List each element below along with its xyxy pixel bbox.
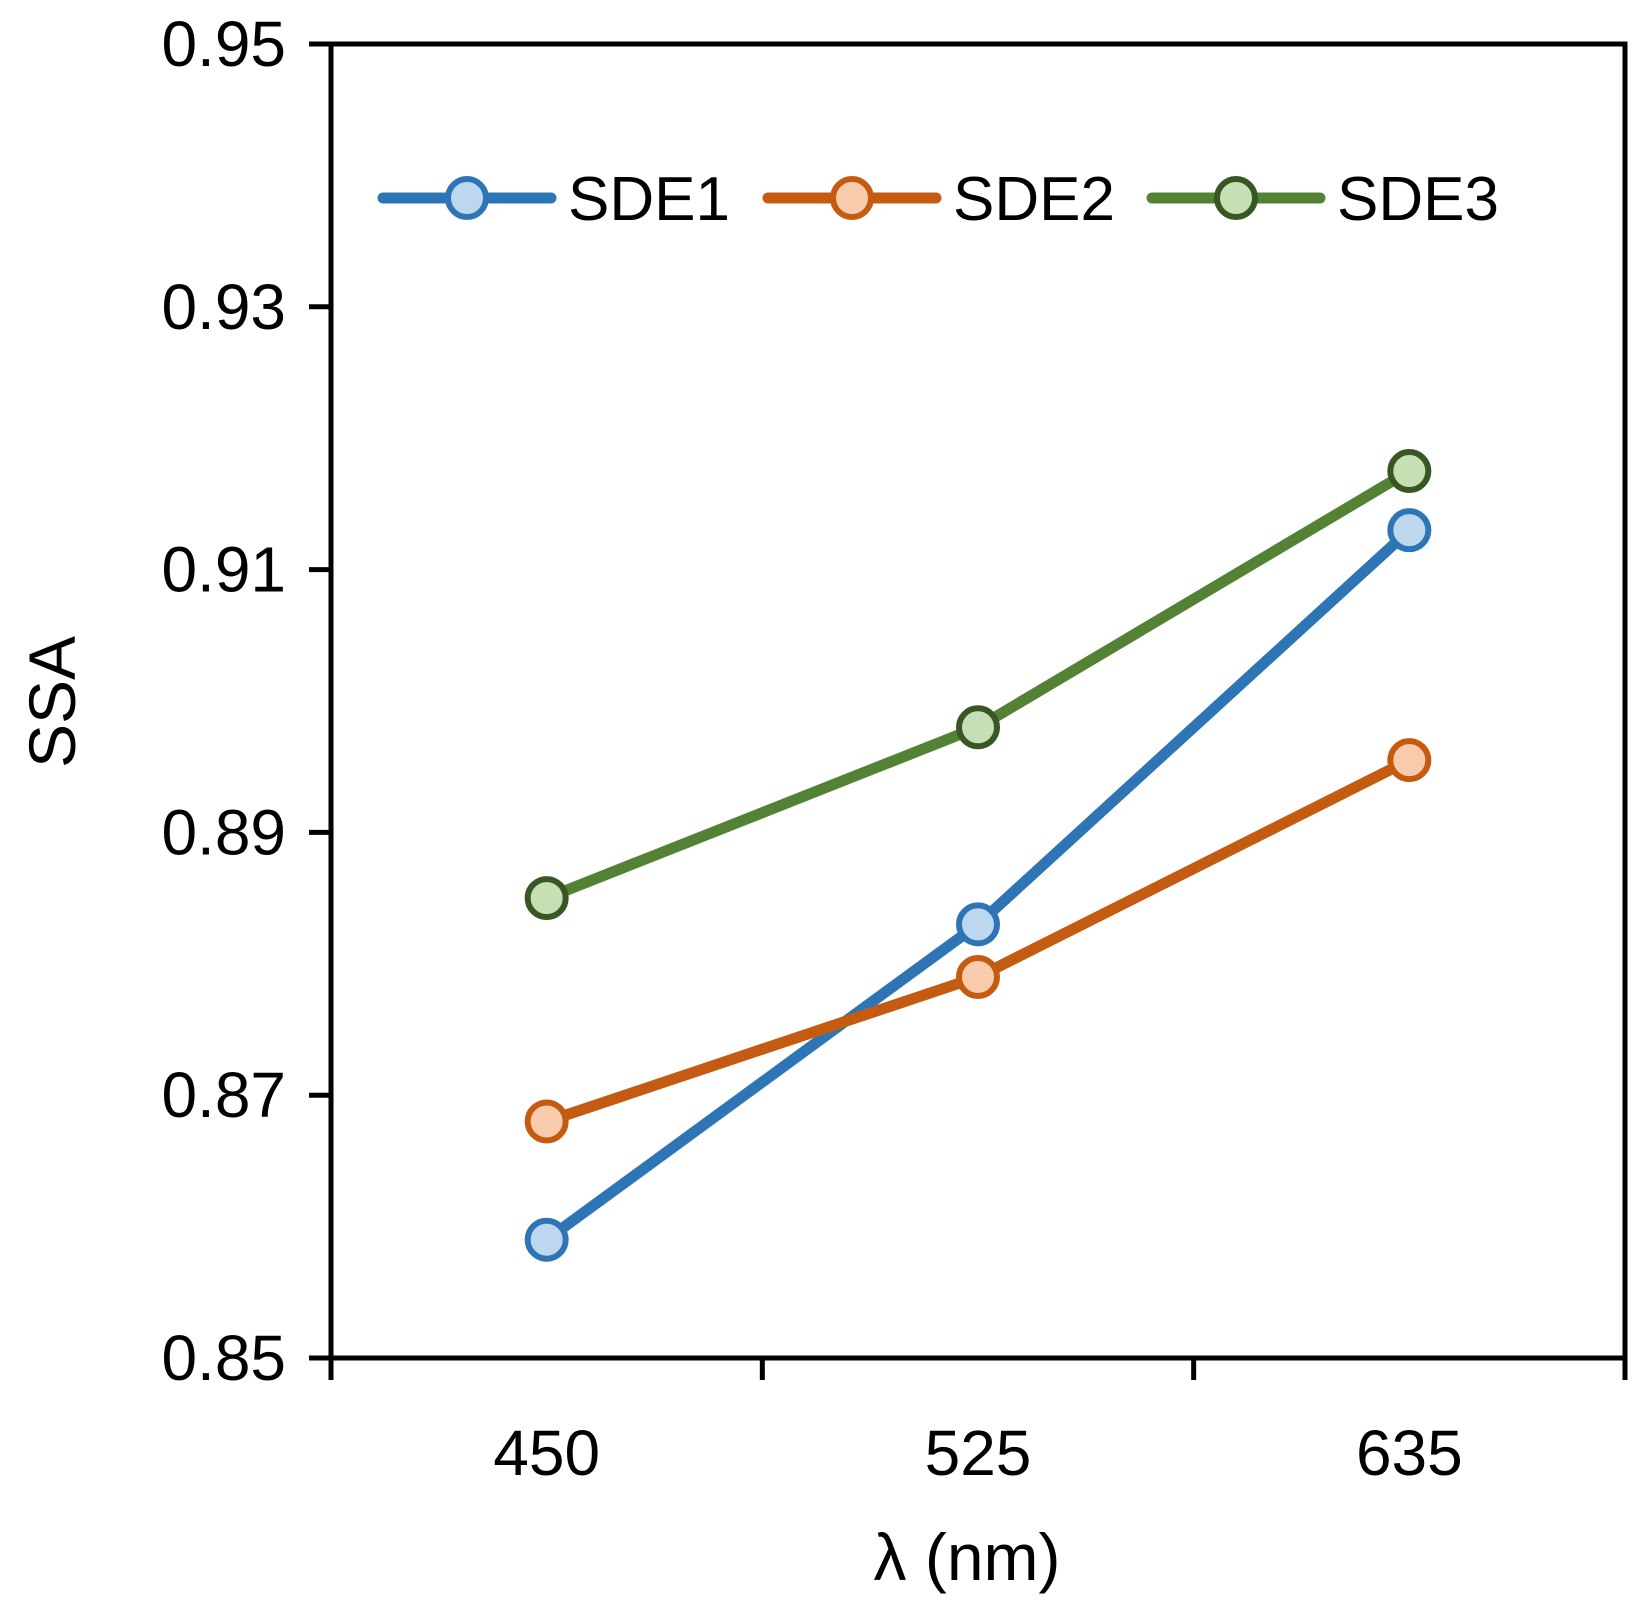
legend-swatch-marker [830, 176, 874, 220]
series-markers-sde1 [524, 508, 1432, 1262]
data-point-sde1 [524, 1217, 569, 1262]
legend-item-sde3: SDE3 [1146, 165, 1499, 234]
y-tick-label: 0.95 [161, 8, 286, 80]
legend-swatch-marker [445, 176, 489, 220]
data-point-sde2 [524, 1099, 569, 1144]
series-markers-sde3 [524, 449, 1432, 921]
data-point-sde1 [1387, 508, 1432, 553]
series-sde1 [541, 524, 1415, 1246]
x-tick-label: 525 [925, 1417, 1032, 1489]
y-axis-title: SSA [15, 636, 89, 768]
y-tick-label: 0.87 [161, 1059, 286, 1131]
series-layer [524, 449, 1432, 1262]
plot-border [328, 41, 1628, 1361]
y-tick-label: 0.91 [161, 534, 286, 606]
x-tick-label: 635 [1356, 1417, 1463, 1489]
legend: SDE1 SDE2 SDE3 [377, 165, 1499, 234]
x-axis-title: λ (nm) [874, 1520, 1061, 1594]
y-tick-label: 0.89 [161, 796, 286, 868]
data-point-sde3 [956, 705, 1000, 750]
series-line-sde3 [541, 465, 1415, 904]
series-line-sde1 [541, 524, 1415, 1246]
data-point-sde3 [524, 876, 569, 921]
data-point-sde2 [1387, 738, 1432, 783]
legend-label: SDE2 [953, 165, 1115, 234]
series-sde3 [541, 465, 1415, 904]
data-point-sde2 [956, 954, 1000, 999]
x-axis: 450 525 635 [328, 1358, 1628, 1489]
y-tick-label: 0.85 [161, 1322, 286, 1394]
data-point-sde3 [1387, 449, 1432, 494]
y-axis: 0.85 0.87 0.89 0.91 0.93 0.95 [161, 8, 331, 1394]
x-tick-label: 450 [493, 1417, 600, 1489]
legend-swatch-marker [1214, 176, 1258, 220]
legend-label: SDE1 [568, 165, 730, 234]
y-tick-label: 0.93 [161, 271, 286, 343]
series-markers-sde2 [524, 738, 1432, 1144]
legend-label: SDE3 [1337, 165, 1499, 234]
legend-item-sde2: SDE2 [762, 165, 1115, 234]
legend-item-sde1: SDE1 [377, 165, 730, 234]
plot-frame [328, 41, 1628, 1361]
data-point-sde1 [956, 902, 1000, 947]
